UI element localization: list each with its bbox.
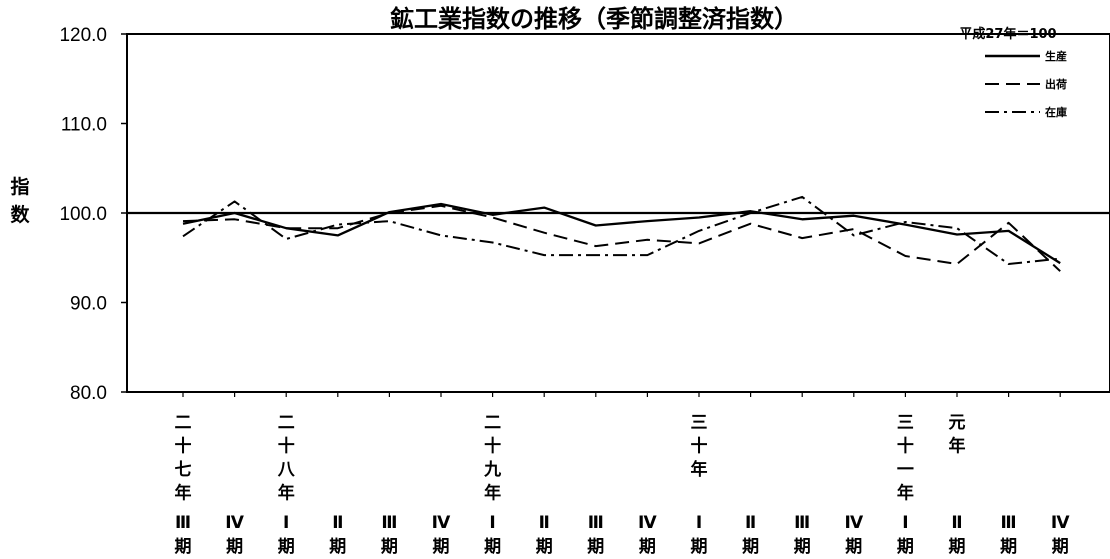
x-era-char: 年: [897, 483, 914, 504]
series-lines: [182, 195, 1061, 272]
x-ki-label: 期: [433, 537, 450, 557]
x-ki-label: 期: [278, 537, 295, 557]
plot-area: [126, 33, 1110, 393]
x-quarter-label: Ⅳ: [638, 513, 657, 533]
x-quarter-label: Ⅲ: [175, 513, 191, 533]
x-quarter-label: Ⅲ: [794, 513, 810, 533]
x-era-char: 二: [278, 413, 295, 433]
x-tick-label: Ⅳ期: [225, 513, 244, 557]
y-tick-label: 110.0: [61, 115, 107, 136]
chart-title: 鉱工業指数の推移（季節調整済指数）: [390, 5, 798, 33]
x-ki-label: 期: [536, 537, 553, 557]
x-quarter-label: Ⅰ: [489, 513, 495, 533]
x-era-char: 十: [175, 436, 192, 457]
x-quarter-label: Ⅳ: [844, 513, 863, 533]
x-ki-label: 期: [329, 537, 346, 557]
y-axis-label-char-1: 指: [10, 176, 29, 198]
series-line-shipments: [182, 204, 1061, 272]
x-ki-label: 期: [742, 537, 759, 557]
x-era-char: 七: [175, 460, 192, 480]
x-ki-label: 期: [897, 537, 914, 557]
x-era-char: 十: [278, 436, 295, 457]
x-axis: 二十七年Ⅲ期Ⅳ期二十八年Ⅰ期Ⅱ期Ⅲ期Ⅳ期二十九年Ⅰ期Ⅱ期Ⅲ期Ⅳ期三十年Ⅰ期Ⅱ期Ⅲ…: [175, 392, 1070, 557]
x-tick-label: Ⅳ期: [1051, 513, 1070, 557]
x-quarter-label: Ⅳ: [1051, 513, 1070, 533]
x-ki-label: 期: [691, 537, 708, 557]
x-quarter-label: Ⅰ: [902, 513, 908, 533]
x-ki-label: 期: [794, 537, 811, 557]
y-axis-label: 指 数: [10, 176, 30, 226]
y-tick-label: 100.0: [59, 204, 107, 225]
x-era-char: 十: [691, 436, 708, 457]
x-quarter-label: Ⅱ: [332, 513, 343, 533]
x-ki-label: 期: [175, 537, 192, 557]
y-tick-label: 80.0: [70, 383, 107, 404]
legend-label-shipments: 出荷: [1045, 77, 1067, 91]
x-era-char: 年: [484, 483, 501, 504]
x-era-char: 八: [278, 460, 296, 480]
series-line-production: [182, 202, 1061, 265]
x-era-char: 年: [175, 483, 192, 504]
x-quarter-label: Ⅲ: [1001, 513, 1017, 533]
x-tick-label: Ⅱ期: [536, 513, 553, 557]
x-ki-label: 期: [1052, 537, 1069, 557]
x-tick-label: Ⅳ期: [638, 513, 657, 557]
x-quarter-label: Ⅳ: [432, 513, 451, 533]
x-era-char: 二: [175, 413, 192, 433]
legend-label-inventory: 在庫: [1045, 105, 1067, 119]
x-tick-label: 元年 Ⅱ 期: [949, 413, 966, 557]
x-era-char: 三: [897, 413, 914, 433]
x-ki-label: 期: [949, 537, 966, 557]
x-era-char: 元: [949, 413, 966, 433]
x-era-char: 年: [278, 483, 295, 504]
x-quarter-label: Ⅱ: [745, 513, 756, 533]
x-era-char: 二: [484, 413, 501, 433]
series-line-inventory: [182, 195, 1061, 265]
x-quarter-label: Ⅰ: [283, 513, 289, 533]
x-era-char: 年: [691, 459, 708, 480]
legend-label-production: 生産: [1045, 49, 1067, 63]
x-quarter-label: Ⅱ: [951, 513, 962, 533]
x-tick-label: Ⅳ期: [844, 513, 863, 557]
x-tick-label: Ⅱ期: [329, 513, 346, 557]
y-axis: 80.0 90.0 100.0 110.0 120.0: [59, 25, 127, 404]
x-tick-label: Ⅱ期: [742, 513, 759, 557]
x-ki-label: 期: [1000, 537, 1017, 557]
x-quarter-label: Ⅱ: [539, 513, 550, 533]
x-ki-label: 期: [484, 537, 501, 557]
x-ki-label: 期: [587, 537, 604, 557]
y-tick-label: 90.0: [70, 294, 107, 315]
x-quarter-label: Ⅲ: [381, 513, 397, 533]
x-ki-label: 期: [639, 537, 656, 557]
x-era-char: 三: [691, 413, 708, 433]
x-era-char: 十: [484, 436, 501, 457]
y-tick-label: 120.0: [59, 25, 107, 46]
x-era-char: 九: [483, 460, 501, 480]
y-axis-label-char-2: 数: [10, 203, 30, 226]
x-era-char: 年: [949, 436, 966, 457]
x-ki-label: 期: [381, 537, 398, 557]
x-quarter-label: Ⅲ: [588, 513, 604, 533]
x-era-char: 一: [897, 460, 914, 480]
x-tick-label: Ⅳ期: [432, 513, 451, 557]
x-quarter-label: Ⅰ: [696, 513, 702, 533]
x-quarter-label: Ⅳ: [225, 513, 244, 533]
x-ki-label: 期: [226, 537, 243, 557]
x-tick-label: 三十年 Ⅰ 期: [691, 413, 708, 557]
x-era-char: 十: [897, 436, 914, 457]
x-ki-label: 期: [845, 537, 862, 557]
legend: 生産 出荷 在庫: [985, 49, 1067, 119]
